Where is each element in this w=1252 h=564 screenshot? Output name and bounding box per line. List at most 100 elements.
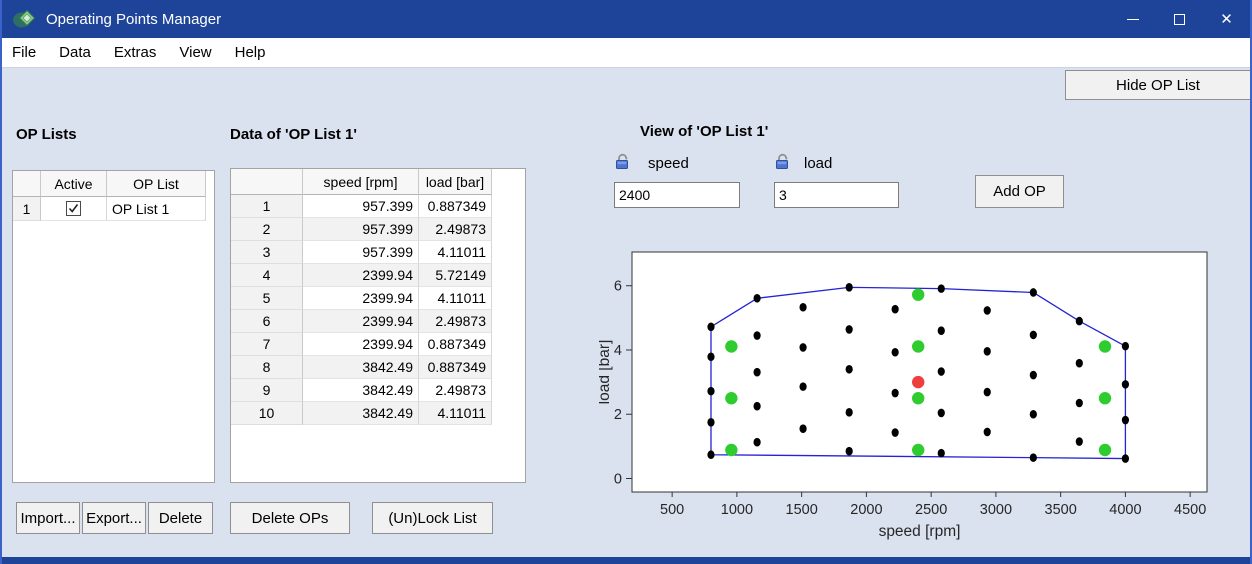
op-data-load-cell[interactable]: 4.11011	[419, 402, 492, 425]
op-list-name-cell[interactable]: OP List 1	[107, 197, 206, 221]
menu-view[interactable]: View	[179, 44, 212, 61]
grid-point	[1121, 380, 1130, 389]
op-data-speed-cell[interactable]: 3842.49	[303, 356, 419, 379]
op-data-speed-cell[interactable]: 957.399	[303, 218, 419, 241]
op-data-speed-cell[interactable]: 3842.49	[303, 379, 419, 402]
op-data-row-index[interactable]: 7	[231, 333, 303, 356]
op-data-load-cell[interactable]: 0.887349	[419, 333, 492, 356]
op-data-row-index[interactable]: 4	[231, 264, 303, 287]
op-data-row-index[interactable]: 8	[231, 356, 303, 379]
menu-help[interactable]: Help	[234, 44, 266, 61]
delete-list-button[interactable]: Delete	[148, 502, 213, 534]
op-data-load-cell[interactable]: 5.72149	[419, 264, 492, 287]
grid-point	[753, 401, 761, 411]
op-data-corner-header	[231, 169, 303, 195]
app-icon	[13, 9, 36, 28]
op-data-row-index[interactable]: 5	[231, 287, 303, 310]
grid-point	[983, 427, 991, 437]
grid-point	[937, 284, 945, 293]
grid-point	[753, 331, 761, 340]
delete-ops-button[interactable]: Delete OPs	[230, 502, 350, 534]
op-point	[725, 392, 738, 405]
x-tick-label: 1500	[786, 502, 818, 518]
speed-label: speed	[648, 155, 689, 172]
y-tick-label: 2	[614, 407, 622, 423]
op-data-row-index[interactable]: 3	[231, 241, 303, 264]
speed-lock-icon[interactable]	[614, 152, 633, 171]
y-tick-label: 6	[614, 279, 622, 295]
minimize-icon	[1126, 18, 1139, 20]
x-tick-label: 4000	[1109, 502, 1141, 518]
op-lists-name-header: OP List	[107, 171, 206, 197]
op-lists-table: Active OP List 1 OP List 1	[12, 170, 215, 483]
op-lists-active-header: Active	[41, 171, 107, 197]
grid-point	[1029, 330, 1037, 340]
unlock-list-button[interactable]: (Un)Lock List	[372, 502, 493, 534]
grid-point	[1029, 409, 1037, 419]
grid-point	[1075, 358, 1083, 368]
op-data-speed-cell[interactable]: 2399.94	[303, 310, 419, 333]
grid-point	[1121, 341, 1130, 351]
speed-input[interactable]	[614, 182, 740, 208]
op-data-speed-cell[interactable]: 3842.49	[303, 402, 419, 425]
close-button[interactable]: ✕	[1203, 0, 1250, 38]
op-data-load-cell[interactable]: 2.49873	[419, 379, 492, 402]
op-data-load-cell[interactable]: 2.49873	[419, 218, 492, 241]
grid-point	[845, 408, 853, 417]
op-data-heading: Data of 'OP List 1'	[230, 126, 357, 143]
grid-point	[891, 428, 899, 437]
op-point	[725, 340, 738, 353]
load-lock-icon[interactable]	[774, 152, 793, 171]
y-tick-label: 0	[614, 472, 622, 488]
menu-extras[interactable]: Extras	[113, 44, 157, 61]
op-data-speed-cell[interactable]: 2399.94	[303, 287, 419, 310]
op-data-speed-cell[interactable]: 957.399	[303, 241, 419, 264]
y-axis-label: load [bar]	[599, 340, 613, 405]
grid-point	[753, 437, 761, 447]
grid-point	[983, 346, 991, 356]
op-data-table: speed [rpm] load [bar] 1 957.399 0.887349 2…	[230, 168, 526, 483]
grid-point	[707, 322, 715, 332]
op-data-load-cell[interactable]: 0.887349	[419, 356, 492, 379]
x-tick-label: 3500	[1045, 502, 1077, 518]
grid-point	[937, 367, 945, 376]
grid-point	[799, 343, 807, 352]
hide-op-list-button[interactable]: Hide OP List	[1065, 70, 1250, 100]
op-data-load-cell[interactable]: 2.49873	[419, 310, 492, 333]
op-data-load-cell[interactable]: 4.11011	[419, 241, 492, 264]
op-data-row-index[interactable]: 9	[231, 379, 303, 402]
maximize-button[interactable]	[1156, 0, 1203, 38]
grid-point	[753, 367, 761, 377]
op-data-row-index[interactable]: 6	[231, 310, 303, 333]
menu-data[interactable]: Data	[59, 44, 91, 61]
grid-point	[799, 302, 807, 312]
grid-point	[983, 387, 991, 397]
grid-point	[707, 450, 715, 460]
op-data-row-index[interactable]: 10	[231, 402, 303, 425]
y-tick-label: 4	[614, 343, 622, 359]
grid-point	[845, 446, 853, 456]
grid-point	[707, 417, 715, 427]
load-input[interactable]	[774, 182, 899, 208]
op-data-row-index[interactable]: 2	[231, 218, 303, 241]
x-tick-label: 2000	[850, 502, 882, 518]
menu-file[interactable]: File	[12, 44, 37, 61]
x-tick-label: 4500	[1174, 502, 1206, 518]
op-data-speed-cell[interactable]: 2399.94	[303, 264, 419, 287]
minimize-button[interactable]	[1109, 0, 1156, 38]
grid-point	[937, 448, 945, 458]
op-data-speed-cell[interactable]: 957.399	[303, 195, 419, 218]
grid-point	[1029, 288, 1037, 297]
op-data-speed-cell[interactable]: 2399.94	[303, 333, 419, 356]
op-list-active-checkbox[interactable]	[66, 201, 81, 216]
import-button[interactable]: Import...	[16, 502, 80, 534]
export-button[interactable]: Export...	[82, 502, 146, 534]
op-data-load-cell[interactable]: 4.11011	[419, 287, 492, 310]
add-op-button[interactable]: Add OP	[975, 175, 1064, 208]
op-data-row-index[interactable]: 1	[231, 195, 303, 218]
grid-point	[1121, 454, 1130, 463]
grid-point	[707, 386, 715, 396]
op-data-load-cell[interactable]: 0.887349	[419, 195, 492, 218]
grid-point	[1075, 316, 1083, 326]
op-list-row-index[interactable]: 1	[13, 197, 41, 221]
